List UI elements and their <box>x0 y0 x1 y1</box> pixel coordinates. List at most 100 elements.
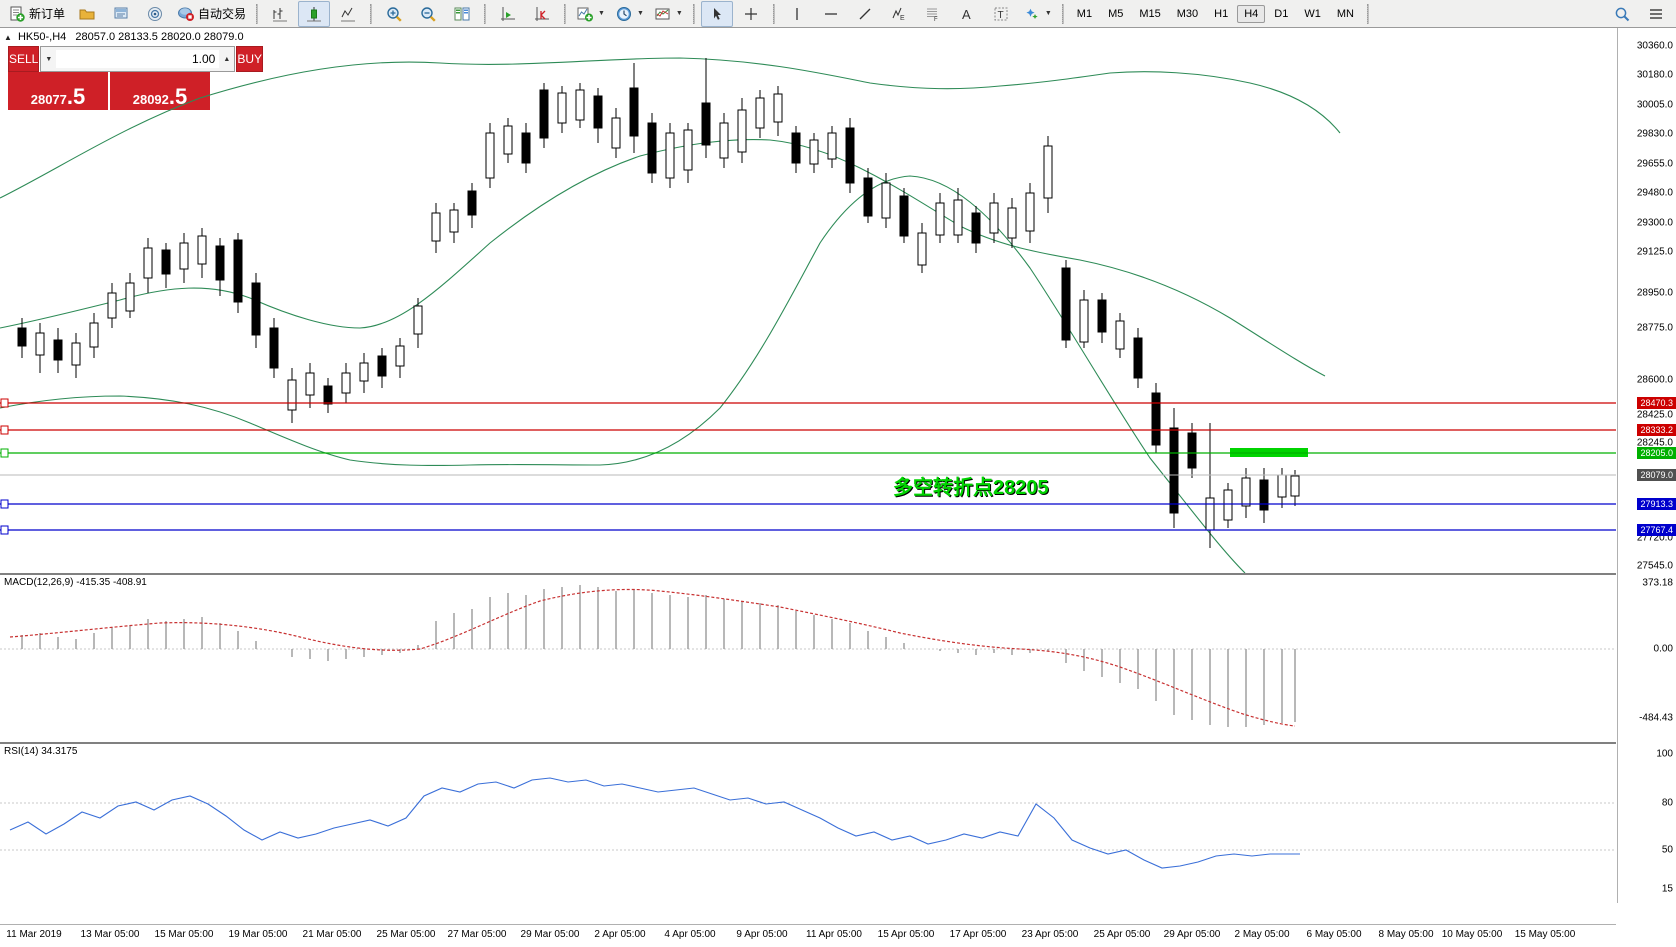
new-order-button[interactable]: 新订单 <box>4 1 69 27</box>
time-tick: 13 Mar 05:00 <box>80 929 140 940</box>
hline-button[interactable] <box>815 1 847 27</box>
price-tick: 28950.0 <box>1636 287 1673 299</box>
timeframe-m1[interactable]: M1 <box>1076 7 1093 20</box>
bar-chart-icon <box>271 5 289 23</box>
main-toolbar: 新订单 <box>0 0 1676 28</box>
line-chart-button[interactable] <box>332 1 364 27</box>
macd-histogram <box>21 585 1296 727</box>
trendline-button[interactable] <box>849 1 881 27</box>
crosshair-button[interactable] <box>735 1 767 27</box>
zoom-in-button[interactable] <box>378 1 410 27</box>
chart-shift-button[interactable] <box>492 1 524 27</box>
macd-pane[interactable] <box>0 575 1616 741</box>
templates-button[interactable]: ▼ <box>650 1 687 27</box>
fibonacci-button[interactable]: F <box>917 1 949 27</box>
price-tick: 29830.0 <box>1636 128 1673 140</box>
timeframe-d1[interactable]: D1 <box>1274 7 1289 20</box>
time-tick: 4 Apr 05:00 <box>664 929 716 940</box>
one-click-trade-panel[interactable]: SELL ▼ ▲ BUY 28077 .5 28092 .5 <box>8 46 264 110</box>
timeframe-m5[interactable]: M5 <box>1108 7 1124 20</box>
auto-trading-button[interactable]: 自动交易 <box>173 1 250 27</box>
timeframe-m30[interactable]: M30 <box>1176 7 1199 20</box>
timeframe-h4[interactable]: H4 <box>1237 4 1266 23</box>
sell-price-decimal: .5 <box>66 84 86 109</box>
timeframe-h1[interactable]: H1 <box>1214 7 1229 20</box>
menu-button[interactable] <box>1640 1 1672 27</box>
text-button[interactable]: A <box>951 1 983 27</box>
macd-signal-line <box>9 588 1296 727</box>
time-tick: 8 May 05:00 <box>1378 929 1434 940</box>
shapes-button[interactable]: ▼ <box>1019 1 1056 27</box>
time-tick: 11 Mar 2019 <box>6 929 62 940</box>
elliott-wave-button[interactable]: E <box>883 1 915 27</box>
signal-button[interactable] <box>139 1 171 27</box>
folder-button[interactable] <box>71 1 103 27</box>
time-tick: 9 Apr 05:00 <box>736 929 788 940</box>
sell-button[interactable]: SELL <box>8 46 40 72</box>
fibonacci-icon: F <box>924 5 942 23</box>
price-tick: 29125.0 <box>1636 246 1673 258</box>
chevron-down-icon: ▼ <box>598 10 605 17</box>
rsi-pane-divider[interactable] <box>0 742 1616 744</box>
toolbar-separator-4 <box>564 3 567 24</box>
trade-controls-row: SELL ▼ ▲ BUY <box>8 46 264 72</box>
rsi-tick: 100 <box>1656 748 1673 760</box>
cursor-button[interactable] <box>700 0 733 27</box>
price-tick: 27720.0 <box>1636 532 1673 544</box>
price-tick: 29300.0 <box>1636 217 1673 229</box>
volume-stepper[interactable]: ▼ ▲ <box>40 46 236 72</box>
timeframe-m15[interactable]: M15 <box>1139 7 1161 20</box>
macd-pane-divider[interactable] <box>0 573 1616 575</box>
buy-price-decimal: .5 <box>168 84 188 109</box>
toolbar-separator-7 <box>1061 3 1064 24</box>
tile-windows-button[interactable] <box>446 1 478 27</box>
chart-area[interactable]: ▲ HK50-,H4 28057.0 28133.5 28020.0 28079… <box>0 28 1676 947</box>
vline-button[interactable] <box>781 1 813 27</box>
price-tick: 30180.0 <box>1636 69 1673 81</box>
time-tick: 2 Apr 05:00 <box>594 929 646 940</box>
sell-price-button[interactable]: 28077 .5 <box>8 72 108 110</box>
price-pane[interactable] <box>0 28 1616 573</box>
price-scale[interactable]: 30360.0 30180.0 30005.0 29830.0 29655.0 … <box>1616 28 1676 947</box>
price-tick: 28600.0 <box>1636 374 1673 386</box>
chevron-down-icon-4: ▼ <box>1044 10 1052 17</box>
time-scale[interactable]: 11 Mar 2019 13 Mar 05:00 15 Mar 05:00 19… <box>0 924 1616 947</box>
rsi-tick: 80 <box>1661 797 1673 809</box>
candlestick-chart-button[interactable] <box>298 0 331 27</box>
collapse-icon[interactable]: ▲ <box>4 32 12 42</box>
time-tick: 23 Apr 05:00 <box>1021 929 1079 940</box>
timeframe-mn[interactable]: MN <box>1336 7 1354 20</box>
chevron-down-icon-3: ▼ <box>675 10 683 17</box>
svg-text:F: F <box>934 17 938 23</box>
macd-label: MACD(12,26,9) -415.35 -408.91 <box>4 577 147 588</box>
search-button[interactable] <box>1606 1 1638 27</box>
time-tick: 10 May 05:00 <box>1441 929 1503 940</box>
clock-icon <box>615 5 633 23</box>
template-icon <box>654 5 672 23</box>
periods-button[interactable]: ▼ <box>611 1 648 27</box>
price-level-label: 28333.2 <box>1637 424 1676 436</box>
volume-input[interactable] <box>56 50 220 68</box>
auto-scroll-icon <box>533 5 551 23</box>
text-label-button[interactable]: T <box>985 1 1017 27</box>
time-tick: 15 Mar 05:00 <box>154 929 214 940</box>
zoom-out-button[interactable] <box>412 1 444 27</box>
new-order-label: 新订单 <box>29 7 66 21</box>
bar-chart-button[interactable] <box>264 1 296 27</box>
price-tick: 30360.0 <box>1636 40 1673 52</box>
rsi-tick: 15 <box>1661 883 1673 895</box>
buy-price-button[interactable]: 28092 .5 <box>110 72 210 110</box>
timeframe-w1[interactable]: W1 <box>1304 7 1321 20</box>
rsi-pane[interactable] <box>0 744 1616 899</box>
indicators-button[interactable]: ▼ <box>572 1 609 27</box>
search-icon <box>1613 5 1631 23</box>
price-tick: 30005.0 <box>1636 99 1673 111</box>
time-tick: 11 Apr 05:00 <box>806 929 862 940</box>
volume-decrease-icon[interactable]: ▼ <box>45 55 53 63</box>
buy-button[interactable]: BUY <box>236 46 264 72</box>
auto-scroll-button[interactable] <box>526 1 558 27</box>
ohlc-values: 28057.0 28133.5 28020.0 28079.0 <box>75 31 244 43</box>
rsi-tick: 50 <box>1661 844 1673 856</box>
terminal-button[interactable] <box>105 1 137 27</box>
volume-increase-icon[interactable]: ▲ <box>223 55 231 63</box>
